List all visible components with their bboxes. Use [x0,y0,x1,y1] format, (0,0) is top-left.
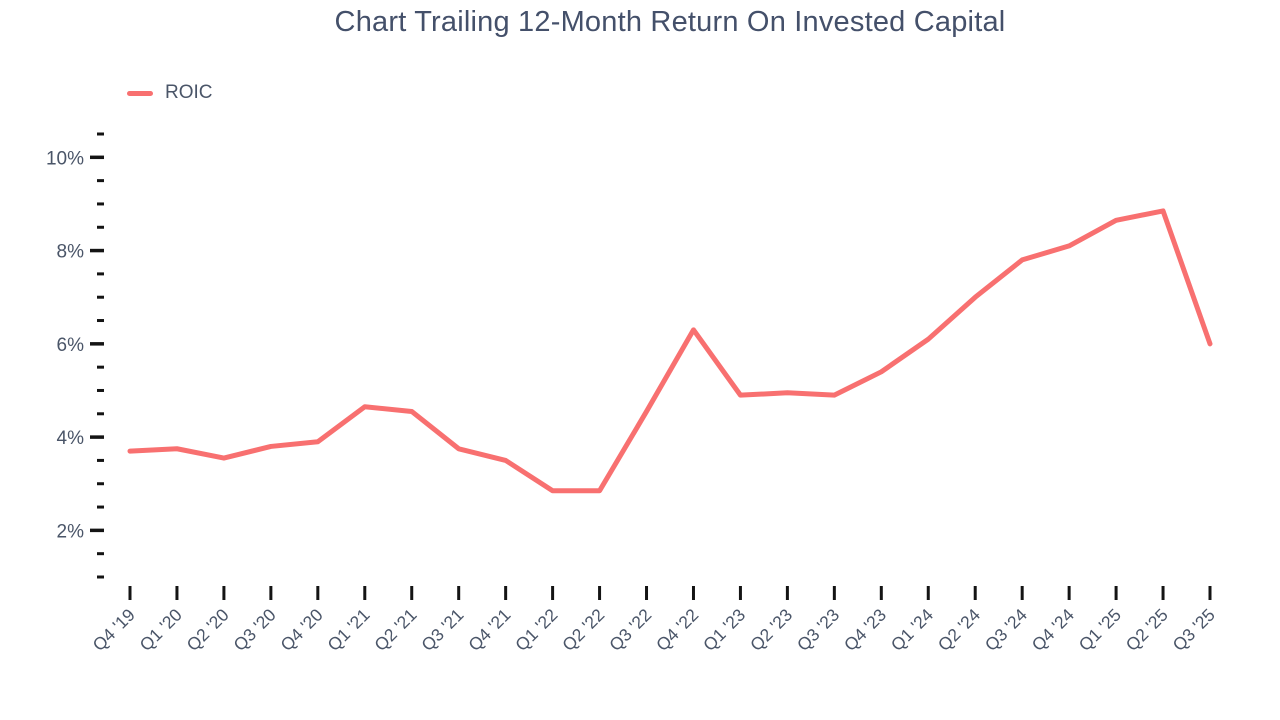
x-tick-label: Q2 '23 [746,605,796,655]
x-tick-label: Q4 '20 [276,604,326,654]
legend-line-swatch [127,90,153,96]
y-tick-label: 2% [57,521,85,542]
chart-title: Chart Trailing 12-Month Return On Invest… [334,6,1006,38]
y-axis: 2% 4% 6% 8% 10% [46,132,104,579]
series-line-roic [127,208,1213,494]
x-tick-label: Q4 '19 [89,605,139,655]
x-tick-label: Q1 '25 [1075,605,1125,655]
x-tick-label: Q4 '23 [840,605,890,655]
x-tick-label: Q2 '24 [934,604,984,654]
x-tick-label: Q3 '25 [1169,605,1219,655]
y-tick-label: 4% [57,428,85,449]
x-tick-label: Q1 '21 [323,605,373,655]
x-tick-label: Q1 '23 [699,605,749,655]
legend-item-roic[interactable]: ROIC [127,82,213,104]
x-tick-label: Q3 '23 [793,605,843,655]
y-tick-label: 8% [57,242,85,263]
x-tick-label: Q3 '24 [981,604,1031,654]
x-tick-label: Q1 '20 [136,604,186,654]
x-tick-label: Q1 '22 [511,605,561,655]
x-tick-label: Q3 '21 [417,605,467,655]
legend-label: ROIC [165,82,213,103]
x-tick-label: Q4 '22 [652,605,702,655]
x-tick-label: Q4 '24 [1028,604,1078,654]
x-tick-label: Q2 '21 [370,605,420,655]
x-tick-label: Q4 '21 [464,605,514,655]
x-tick-label: Q2 '22 [558,605,608,655]
x-tick-label: Q3 '22 [605,605,655,655]
x-tick-label: Q2 '25 [1122,605,1172,655]
legend: ROIC [127,82,213,104]
y-tick-label: 6% [57,335,85,356]
x-tick-label: Q2 '20 [183,604,233,654]
y-tick-label: 10% [46,148,84,169]
x-tick-label: Q3 '20 [229,604,279,654]
x-tick-label: Q1 '24 [887,604,937,654]
